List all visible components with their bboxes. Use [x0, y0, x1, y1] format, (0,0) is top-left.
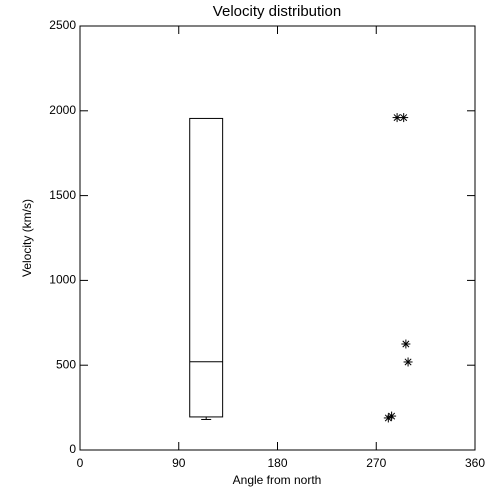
y-tick-label: 0	[69, 442, 76, 456]
y-axis-label: Velocity (km/s)	[20, 199, 34, 277]
asterisk-point	[403, 357, 413, 367]
x-tick-label: 360	[465, 456, 485, 470]
x-tick-label: 0	[77, 456, 84, 470]
y-tick-label: 500	[56, 357, 76, 371]
x-tick-label: 90	[172, 456, 186, 470]
y-tick-label: 1500	[49, 188, 76, 202]
asterisk-stroke	[402, 340, 410, 348]
asterisk-stroke	[400, 114, 408, 122]
asterisk-point	[399, 113, 409, 123]
x-axis-label: Angle from north	[233, 473, 322, 487]
chart-title: Velocity distribution	[213, 3, 341, 20]
y-tick-label: 1000	[49, 273, 76, 287]
x-tick-label: 270	[366, 456, 386, 470]
y-tick-label: 2000	[49, 103, 76, 117]
asterisk-stroke	[388, 412, 396, 420]
asterisk-stroke	[393, 114, 401, 122]
x-tick-label: 180	[267, 456, 287, 470]
asterisk-stroke	[404, 358, 412, 366]
y-tick-label: 2500	[49, 18, 76, 32]
asterisk-point	[387, 411, 397, 421]
asterisk-point	[401, 339, 411, 349]
